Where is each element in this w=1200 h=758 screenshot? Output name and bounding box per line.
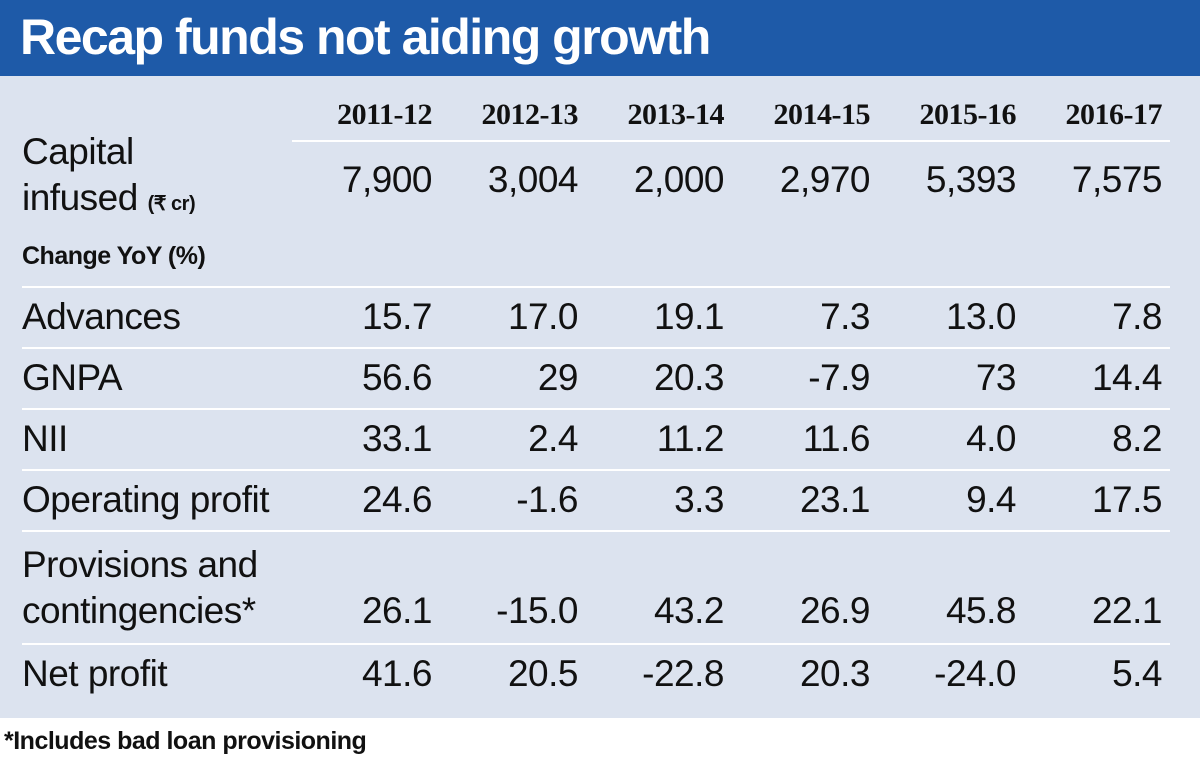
table-cell: 5,393 <box>925 159 1017 200</box>
row-label: NII <box>22 418 68 459</box>
table-cell: 56.6 <box>361 357 433 398</box>
table-cell: 29 <box>537 357 579 398</box>
table-cell: 22.1 <box>1091 590 1163 631</box>
table-cell: 15.7 <box>361 296 433 337</box>
table-cell: -22.8 <box>642 653 724 694</box>
table-cell: 2,970 <box>779 159 871 200</box>
table-cell: 8.2 <box>1112 418 1162 459</box>
table-cell: 45.8 <box>945 590 1017 631</box>
row-divider <box>22 469 1170 471</box>
table-cell: 7.3 <box>820 296 870 337</box>
year-header-row: 2011-12 2012-13 2013-14 2014-15 2015-16 … <box>0 92 1200 138</box>
table-cell: -24.0 <box>934 653 1016 694</box>
table-cell: 73 <box>975 357 1017 398</box>
row-divider <box>22 530 1170 532</box>
table-cell: 23.1 <box>799 479 871 520</box>
table-cell: 20.5 <box>507 653 579 694</box>
title-banner: Recap funds not aiding growth <box>0 0 1200 76</box>
row-label: GNPA <box>22 357 123 398</box>
table-cell: 7.8 <box>1112 296 1162 337</box>
column-header: 2011-12 <box>337 98 432 131</box>
table-cell: 41.6 <box>361 653 433 694</box>
capital-label-text: infused <box>22 177 138 218</box>
table-cell: 7,575 <box>1071 159 1163 200</box>
table-cell: 19.1 <box>653 296 725 337</box>
table-cell: 7,900 <box>341 159 433 200</box>
table-cell: 5.4 <box>1112 653 1162 694</box>
table-cell: -7.9 <box>808 357 870 398</box>
section-label: Change YoY (%) <box>22 242 206 270</box>
table-cell: 4.0 <box>966 418 1016 459</box>
table-cell: 9.4 <box>966 479 1016 520</box>
column-header: 2015-16 <box>919 98 1017 131</box>
table-cell: 24.6 <box>361 479 433 520</box>
row-label-line1: Provisions and <box>22 544 258 585</box>
table-cell: 13.0 <box>945 296 1017 337</box>
table-cell: 17.0 <box>507 296 579 337</box>
row-divider <box>22 408 1170 410</box>
capital-label-line2: infused (₹ cr) <box>22 176 196 226</box>
table-panel <box>0 76 1200 718</box>
row-label-line2: contingencies* <box>22 590 256 631</box>
table-cell: 20.3 <box>799 653 871 694</box>
header-divider <box>292 140 1170 142</box>
table-cell: 11.2 <box>656 418 725 459</box>
table-cell: 3.3 <box>674 479 724 520</box>
table-cell: -1.6 <box>516 479 578 520</box>
table-cell: 17.5 <box>1091 479 1163 520</box>
table-cell: 11.6 <box>802 418 871 459</box>
chart-title: Recap funds not aiding growth <box>20 9 711 65</box>
row-divider <box>22 643 1170 645</box>
row-label: Advances <box>22 296 181 337</box>
capital-label-line1: Capital <box>22 131 134 172</box>
table-cell: 3,004 <box>487 159 579 200</box>
row-label: Net profit <box>22 653 168 694</box>
row-label: Operating profit <box>22 479 270 520</box>
table-cell: 43.2 <box>653 590 725 631</box>
column-header: 2014-15 <box>773 98 871 131</box>
column-header: 2016-17 <box>1065 98 1163 131</box>
row-divider <box>22 286 1170 288</box>
row-divider <box>22 347 1170 349</box>
footnote: *Includes bad loan provisioning <box>4 727 367 755</box>
capital-unit: (₹ cr) <box>147 193 196 215</box>
table-cell: 33.1 <box>361 418 433 459</box>
table-cell: 14.4 <box>1091 357 1163 398</box>
column-header: 2012-13 <box>481 98 579 131</box>
table-cell: 2,000 <box>633 159 725 200</box>
column-header: 2013-14 <box>627 98 725 131</box>
table-cell: 20.3 <box>653 357 725 398</box>
table-cell: 2.4 <box>528 418 578 459</box>
table-cell: 26.9 <box>799 590 871 631</box>
table-cell: -15.0 <box>496 590 578 631</box>
table-cell: 26.1 <box>361 590 433 631</box>
